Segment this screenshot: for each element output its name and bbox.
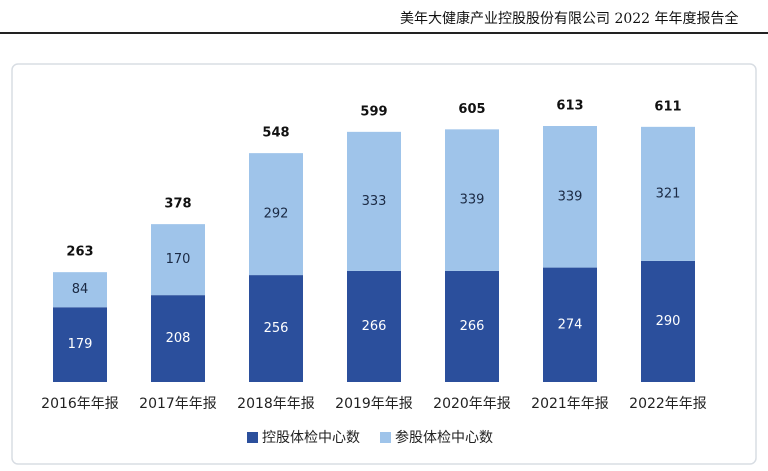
- bar-segment: [347, 270, 401, 382]
- segment-label: 266: [460, 319, 485, 334]
- segment-label: 179: [68, 337, 93, 352]
- total-label: 378: [164, 197, 191, 212]
- segment-label: 84: [72, 282, 89, 297]
- segment-label: 321: [656, 186, 681, 201]
- x-tick-label: 2020年年报: [433, 396, 511, 412]
- bar-segment: [249, 275, 303, 382]
- x-tick-label: 2018年年报: [237, 396, 315, 412]
- total-label: 605: [458, 102, 485, 117]
- legend-label: 控股体检中心数: [262, 430, 360, 446]
- bar-segment: [347, 131, 401, 271]
- total-label: 613: [556, 99, 583, 114]
- bar-segment: [151, 295, 205, 382]
- bar-segment: [641, 260, 695, 382]
- x-tick-label: 2019年年报: [335, 396, 413, 412]
- segment-label: 333: [362, 194, 387, 209]
- x-tick-label: 2017年年报: [139, 396, 217, 412]
- header-title: 美年大健康产业控股股份有限公司 2022 年年度报告全: [400, 11, 739, 27]
- segment-label: 256: [264, 321, 289, 336]
- segment-label: 290: [656, 314, 681, 329]
- x-tick-label: 2022年年报: [629, 396, 707, 412]
- legend-swatch: [380, 432, 391, 443]
- x-tick-label: 2016年年报: [41, 396, 119, 412]
- total-label: 599: [360, 104, 387, 119]
- bar-segment: [53, 307, 107, 382]
- legend-swatch: [247, 432, 258, 443]
- bar-segment: [151, 224, 205, 296]
- bar-segment: [543, 126, 597, 268]
- segment-label: 339: [558, 189, 583, 204]
- bar-segment: [53, 272, 107, 308]
- legend-label: 参股体检中心数: [395, 429, 493, 446]
- total-label: 548: [262, 126, 289, 141]
- total-label: 611: [654, 99, 681, 114]
- bar-segment: [641, 126, 695, 261]
- bar-segment: [543, 267, 597, 382]
- segment-label: 170: [166, 252, 191, 267]
- chart-frame: [11, 63, 757, 465]
- header-rule: [0, 32, 768, 34]
- bar-segment: [249, 153, 303, 276]
- bar-segment: [445, 129, 499, 271]
- segment-label: 339: [460, 193, 485, 208]
- total-label: 263: [66, 245, 93, 260]
- bar-segment: [445, 270, 499, 382]
- segment-label: 292: [264, 207, 289, 222]
- segment-label: 266: [362, 319, 387, 334]
- x-tick-label: 2021年年报: [531, 396, 609, 412]
- segment-label: 274: [558, 317, 583, 332]
- segment-label: 208: [166, 331, 191, 346]
